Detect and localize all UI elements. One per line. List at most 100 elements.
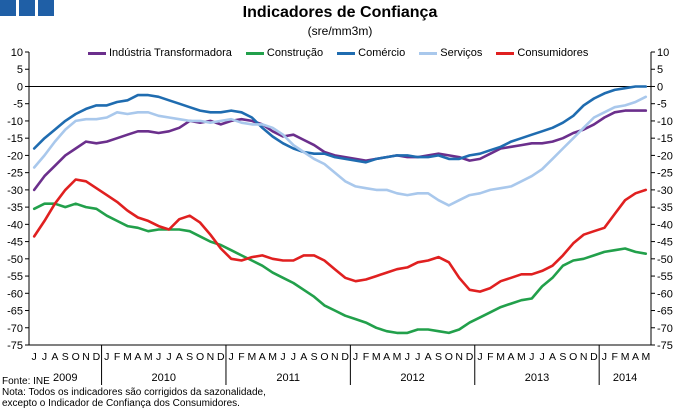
y-tick-label: -30 — [657, 185, 673, 197]
x-month-label: M — [372, 351, 381, 363]
x-month-label: J — [104, 351, 109, 363]
x-month-label: M — [393, 351, 402, 363]
x-month-label: J — [229, 351, 234, 363]
x-month-label: J — [166, 351, 171, 363]
x-month-label: S — [311, 351, 318, 363]
x-month-label: M — [123, 351, 132, 363]
y-tick-label: -10 — [7, 116, 23, 128]
x-month-label: O — [320, 351, 328, 363]
x-month-label: J — [42, 351, 47, 363]
legend-label: Indústria Transformadora — [109, 47, 232, 59]
x-month-label: F — [487, 351, 493, 363]
legend-swatch — [245, 51, 264, 55]
y-tick-label: -15 — [657, 133, 673, 145]
legend-label: Consumidores — [517, 47, 589, 59]
x-year-label: 2011 — [276, 372, 300, 384]
y-tick-label: 5 — [657, 64, 663, 76]
y-tick-label: -5 — [657, 99, 667, 111]
y-tick-label: -55 — [657, 271, 673, 283]
x-month-label: J — [156, 351, 161, 363]
x-month-label: J — [477, 351, 482, 363]
source-text: Fonte: INE — [2, 376, 50, 387]
x-month-label: O — [196, 351, 204, 363]
logo-square — [19, 0, 35, 16]
y-tick-label: -50 — [657, 254, 673, 266]
x-month-label: M — [144, 351, 153, 363]
x-month-label: O — [72, 351, 80, 363]
chart-title: Indicadores de Confiança — [242, 4, 438, 21]
x-month-label: N — [82, 351, 90, 363]
x-month-label: A — [300, 351, 307, 363]
y-tick-label: -65 — [7, 306, 23, 318]
y-tick-label: -30 — [7, 185, 23, 197]
y-tick-label: -65 — [657, 306, 673, 318]
y-tick-label: 10 — [11, 47, 23, 59]
y-tick-label: -15 — [7, 133, 23, 145]
legend-item: Consumidores — [496, 47, 588, 59]
x-month-label: J — [32, 351, 37, 363]
y-tick-label: -20 — [657, 150, 673, 162]
y-tick-label: -75 — [7, 340, 23, 352]
legend-item: Serviços — [419, 47, 482, 59]
x-month-label: N — [580, 351, 588, 363]
y-tick-label: -60 — [7, 288, 23, 300]
y-tick-label: -45 — [657, 237, 673, 249]
x-month-label: J — [280, 351, 285, 363]
x-month-label: D — [341, 351, 349, 363]
x-month-label: S — [62, 351, 69, 363]
y-tick-label: -50 — [7, 254, 23, 266]
legend-swatch — [496, 51, 515, 55]
x-month-label: J — [529, 351, 534, 363]
note-text: Nota: Todos os indicadores são corrigido… — [2, 387, 266, 409]
y-tick-label: -55 — [7, 271, 23, 283]
y-tick-label: -35 — [7, 202, 23, 214]
series-line — [32, 109, 648, 192]
y-tick-label: 10 — [657, 47, 669, 59]
x-month-label: M — [248, 351, 257, 363]
chart-subtitle: (sre/mm3m) — [307, 24, 373, 38]
x-month-label: M — [621, 351, 630, 363]
y-tick-label: -35 — [657, 202, 673, 214]
x-month-label: A — [259, 351, 266, 363]
x-month-label: A — [383, 351, 390, 363]
y-tick-label: -70 — [7, 323, 23, 335]
x-month-label: M — [641, 351, 650, 363]
x-month-label: J — [602, 351, 607, 363]
x-month-label: S — [186, 351, 193, 363]
x-month-label: O — [569, 351, 577, 363]
logo — [0, 0, 54, 16]
x-month-label: D — [93, 351, 101, 363]
x-month-label: F — [612, 351, 618, 363]
y-tick-label: -75 — [657, 340, 673, 352]
legend-label: Comércio — [358, 47, 406, 59]
x-year-label: 2010 — [152, 372, 176, 384]
series-line — [32, 202, 648, 335]
x-month-label: J — [291, 351, 296, 363]
x-month-label: D — [590, 351, 598, 363]
x-month-label: S — [435, 351, 442, 363]
y-tick-label: -20 — [7, 150, 23, 162]
legend-label: Serviços — [440, 47, 483, 59]
legend-item: Indústria Transformadora — [88, 47, 232, 59]
y-tick-label: 0 — [657, 81, 663, 93]
logo-square — [0, 0, 16, 16]
x-month-label: J — [415, 351, 420, 363]
y-tick-label: -40 — [657, 219, 673, 231]
y-tick-label: -60 — [657, 288, 673, 300]
y-tick-label: -45 — [7, 237, 23, 249]
x-month-label: F — [114, 351, 120, 363]
x-year-label: 2013 — [525, 372, 549, 384]
series-line — [32, 85, 648, 164]
y-tick-label: -10 — [657, 116, 673, 128]
legend-swatch — [88, 51, 106, 55]
x-month-label: N — [207, 351, 215, 363]
x-year-label: 2012 — [400, 372, 424, 384]
x-month-label: A — [51, 351, 58, 363]
x-month-label: J — [353, 351, 358, 363]
x-month-label: M — [268, 351, 277, 363]
x-month-label: A — [632, 351, 639, 363]
x-month-label: F — [363, 351, 369, 363]
legend: Indústria Transformadora Construção Comé… — [88, 47, 588, 59]
x-month-label: N — [455, 351, 463, 363]
